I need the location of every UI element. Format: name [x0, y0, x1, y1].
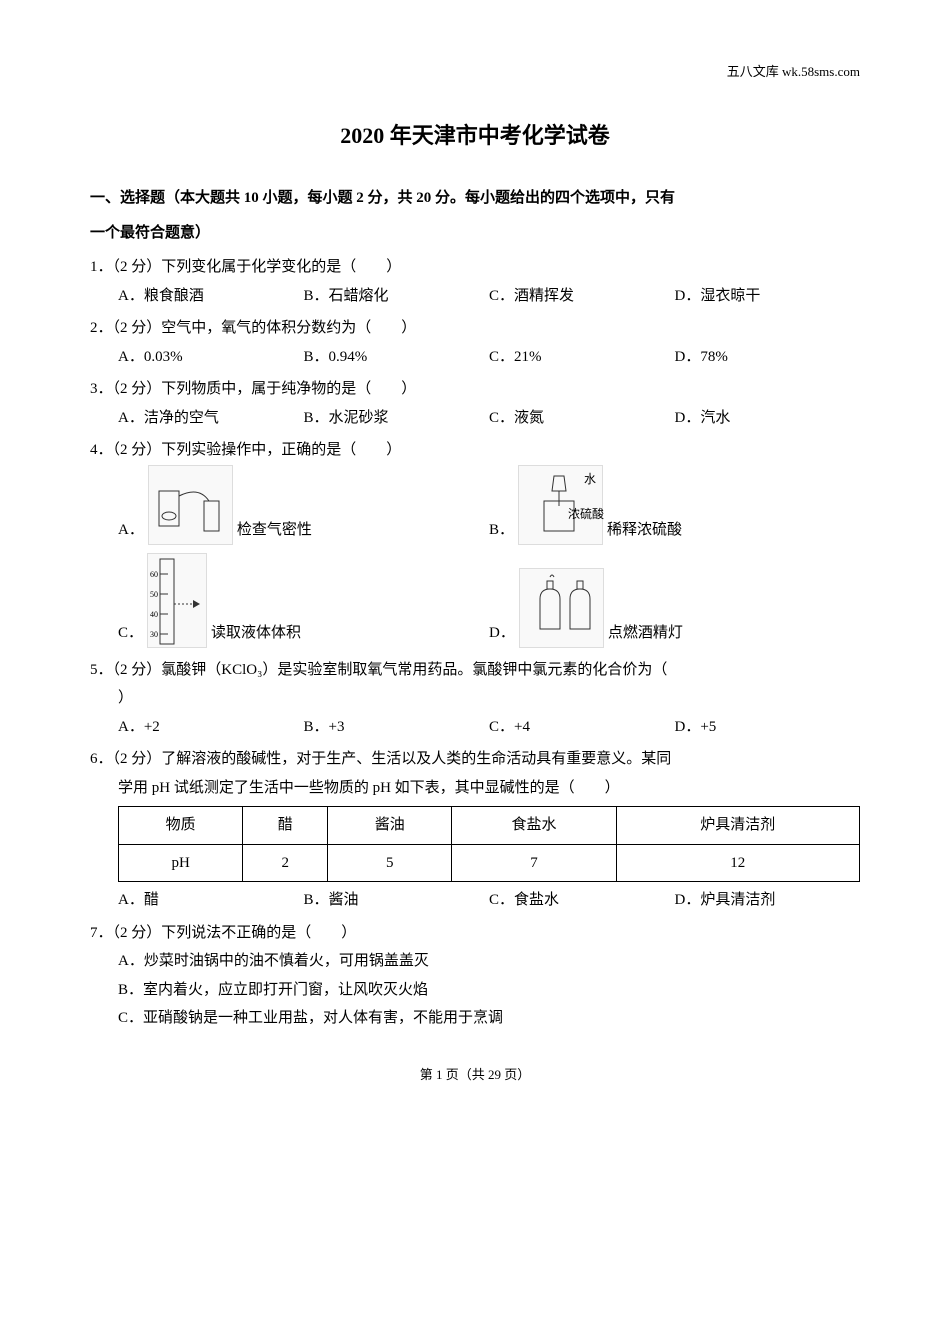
q1-opt-b: B．石蜡熔化: [304, 282, 490, 311]
question-4: 4．（2 分）下列实验操作中，正确的是（ ） A． 检查气密性 B．: [90, 436, 860, 648]
q5-opt-b: B．+3: [304, 713, 490, 742]
q3-opt-c: C．液氮: [489, 404, 675, 433]
q4-b-anno-mid: 浓硫酸: [568, 503, 604, 526]
q6-opt-c: C．食盐水: [489, 886, 675, 915]
q4-a-caption: 检查气密性: [237, 516, 312, 545]
q4-b-diagram-icon: 水 浓硫酸: [518, 465, 603, 545]
section-heading-line2: 一个最符合题意）: [90, 219, 860, 248]
q6-stem-l1: 6．（2 分）了解溶液的酸碱性，对于生产、生活以及人类的生命活动具有重要意义。某…: [90, 745, 860, 774]
q3-opt-a: A．洁净的空气: [118, 404, 304, 433]
section-heading-line1: 一、选择题（本大题共 10 小题，每小题 2 分，共 20 分。每小题给出的四个…: [90, 184, 860, 213]
table-row: 物质 醋 酱油 食盐水 炉具清洁剂: [119, 807, 860, 845]
q4-cell-d: D． 点燃酒精灯: [489, 568, 860, 648]
q3-options: A．洁净的空气 B．水泥砂浆 C．液氮 D．汽水: [90, 404, 860, 433]
q5-options: A．+2 B．+3 C．+4 D．+5: [90, 713, 860, 742]
q2-opt-d: D．78%: [675, 343, 861, 372]
svg-text:30: 30: [150, 630, 158, 639]
td-ph-cleaner: 12: [616, 844, 859, 882]
q6-opt-b: B．酱油: [304, 886, 490, 915]
question-1: 1．（2 分）下列变化属于化学变化的是（ ） A．粮食酿酒 B．石蜡熔化 C．酒…: [90, 253, 860, 310]
q4-stem: 4．（2 分）下列实验操作中，正确的是（ ）: [90, 436, 860, 465]
th-salt: 食盐水: [452, 807, 616, 845]
question-6: 6．（2 分）了解溶液的酸碱性，对于生产、生活以及人类的生命活动具有重要意义。某…: [90, 745, 860, 915]
th-vinegar: 醋: [243, 807, 328, 845]
q7-opt-a: A．炒菜时油锅中的油不慎着火，可用锅盖盖灭: [90, 947, 860, 976]
q5-opt-d: D．+5: [675, 713, 861, 742]
q4-b-anno-top: 水: [584, 468, 596, 491]
q7-stem: 7．（2 分）下列说法不正确的是（ ）: [90, 919, 860, 948]
source-header: 五八文库 wk.58sms.com: [90, 60, 860, 85]
q2-options: A．0.03% B．0.94% C．21% D．78%: [90, 343, 860, 372]
q1-options: A．粮食酿酒 B．石蜡熔化 C．酒精挥发 D．湿衣晾干: [90, 282, 860, 311]
q2-stem: 2．（2 分）空气中，氧气的体积分数约为（ ）: [90, 314, 860, 343]
q1-opt-d: D．湿衣晾干: [675, 282, 861, 311]
q4-a-label: A．: [118, 516, 144, 545]
question-3: 3．（2 分）下列物质中，属于纯净物的是（ ） A．洁净的空气 B．水泥砂浆 C…: [90, 375, 860, 432]
q4-a-diagram-icon: [148, 465, 233, 545]
question-2: 2．（2 分）空气中，氧气的体积分数约为（ ） A．0.03% B．0.94% …: [90, 314, 860, 371]
q6-opt-d: D．炉具清洁剂: [675, 886, 861, 915]
question-5: 5．（2 分）氯酸钾（KClO₃）是实验室制取氧气常用药品。氯酸钾中氯元素的化合…: [90, 656, 860, 742]
svg-text:50: 50: [150, 590, 158, 599]
q5-stem-l1: 5．（2 分）氯酸钾（KClO₃）是实验室制取氧气常用药品。氯酸钾中氯元素的化合…: [90, 656, 860, 685]
table-row: pH 2 5 7 12: [119, 844, 860, 882]
q4-d-diagram-icon: [519, 568, 604, 648]
q4-c-diagram-icon: 60 50 40 30: [147, 553, 207, 648]
q4-d-caption: 点燃酒精灯: [608, 619, 683, 648]
q4-c-label: C．: [118, 619, 143, 648]
q4-cell-c: C． 60 50 40 30: [118, 553, 489, 648]
q5-opt-c: C．+4: [489, 713, 675, 742]
q4-d-label: D．: [489, 619, 515, 648]
q6-stem-l2: 学用 pH 试纸测定了生活中一些物质的 pH 如下表，其中显碱性的是（ ）: [90, 774, 860, 803]
q5-opt-a: A．+2: [118, 713, 304, 742]
q7-opt-b: B．室内着火，应立即打开门窗，让风吹灭火焰: [90, 976, 860, 1005]
exam-title: 2020 年天津市中考化学试卷: [90, 115, 860, 157]
td-ph-salt: 7: [452, 844, 616, 882]
q4-cell-a: A． 检查气密性: [118, 465, 489, 545]
q7-opt-c: C．亚硝酸钠是一种工业用盐，对人体有害，不能用于烹调: [90, 1004, 860, 1033]
q1-opt-a: A．粮食酿酒: [118, 282, 304, 311]
q4-b-caption: 稀释浓硫酸: [607, 516, 682, 545]
td-ph-vinegar: 2: [243, 844, 328, 882]
q4-c-caption: 读取液体体积: [211, 619, 301, 648]
q3-stem: 3．（2 分）下列物质中，属于纯净物的是（ ）: [90, 375, 860, 404]
q6-ph-table: 物质 醋 酱油 食盐水 炉具清洁剂 pH 2 5 7 12: [118, 806, 860, 882]
td-ph-soy: 5: [328, 844, 452, 882]
svg-text:40: 40: [150, 610, 158, 619]
q1-opt-c: C．酒精挥发: [489, 282, 675, 311]
q4-image-options: A． 检查气密性 B．: [90, 465, 860, 648]
q6-options: A．醋 B．酱油 C．食盐水 D．炉具清洁剂: [90, 886, 860, 915]
svg-text:60: 60: [150, 570, 158, 579]
page-footer: 第 1 页（共 29 页）: [90, 1063, 860, 1088]
q1-stem: 1．（2 分）下列变化属于化学变化的是（ ）: [90, 253, 860, 282]
q2-opt-b: B．0.94%: [304, 343, 490, 372]
q4-b-label: B．: [489, 516, 514, 545]
th-substance: 物质: [119, 807, 243, 845]
q6-opt-a: A．醋: [118, 886, 304, 915]
td-ph-label: pH: [119, 844, 243, 882]
question-7: 7．（2 分）下列说法不正确的是（ ） A．炒菜时油锅中的油不慎着火，可用锅盖盖…: [90, 919, 860, 1033]
q4-cell-b: B． 水 浓硫酸 稀释浓硫酸: [489, 465, 860, 545]
th-soy: 酱油: [328, 807, 452, 845]
q2-opt-c: C．21%: [489, 343, 675, 372]
q3-opt-b: B．水泥砂浆: [304, 404, 490, 433]
q5-stem-l2: ）: [90, 684, 860, 713]
q3-opt-d: D．汽水: [675, 404, 861, 433]
th-cleaner: 炉具清洁剂: [616, 807, 859, 845]
q2-opt-a: A．0.03%: [118, 343, 304, 372]
